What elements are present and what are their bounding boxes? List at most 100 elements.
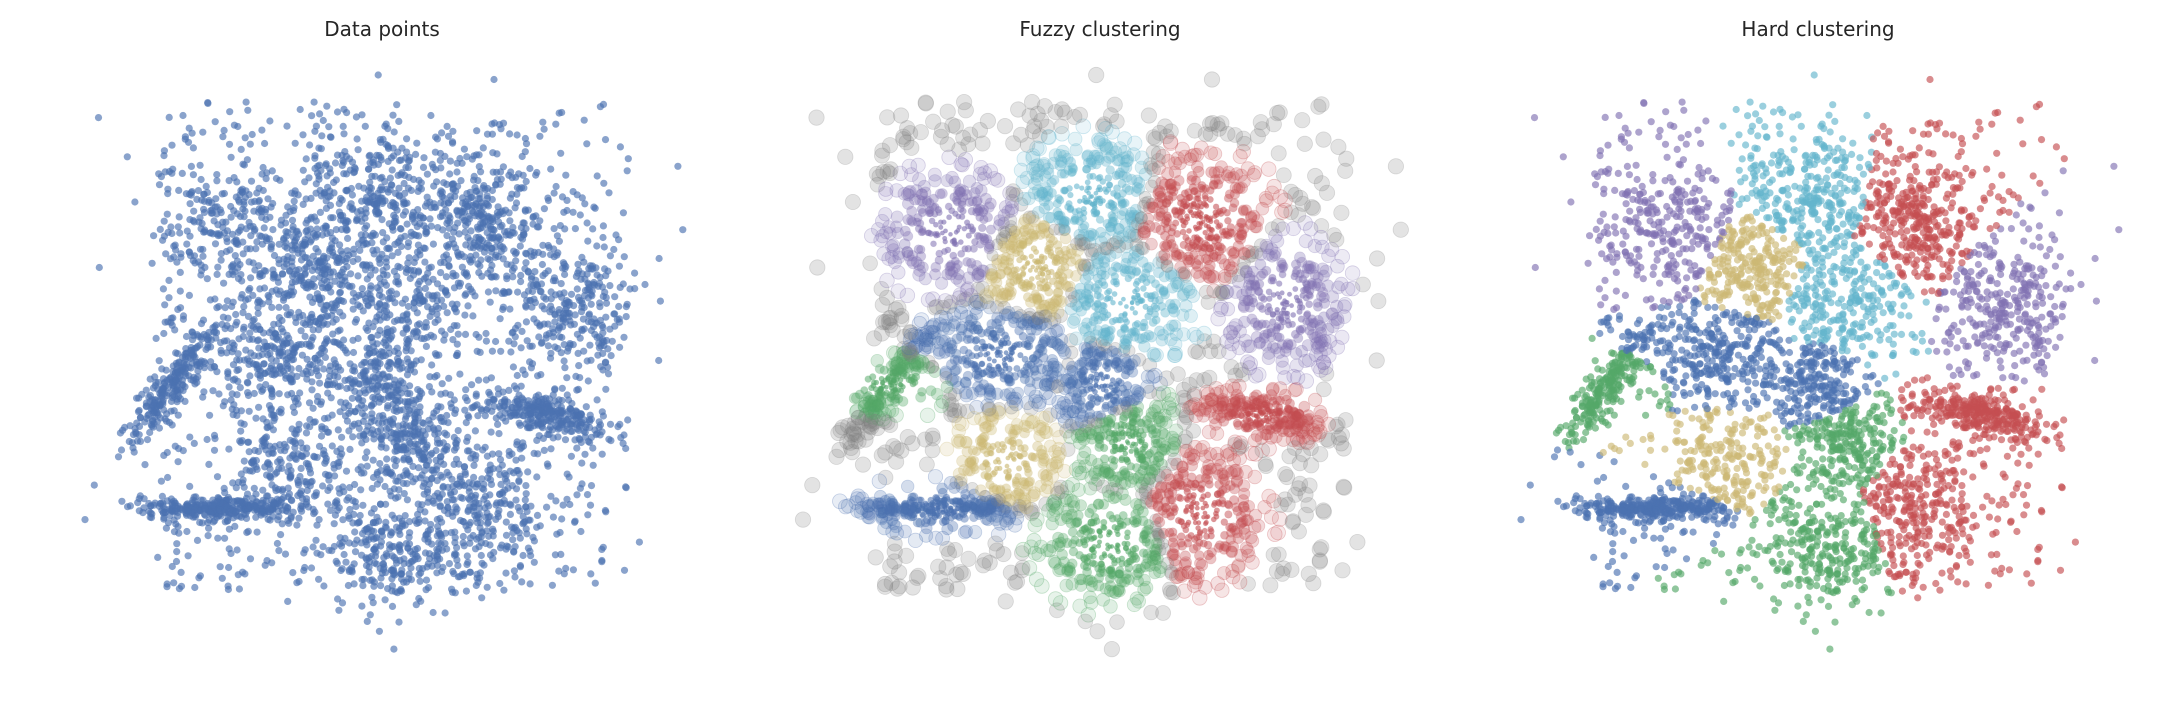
scatter-point [593,271,601,279]
scatter-point [329,214,337,222]
scatter-point [316,314,324,323]
scatter-point [299,370,307,378]
scatter-point [316,273,324,281]
scatter-point [204,336,212,344]
scatter-point [261,139,269,148]
scatter-point [318,344,326,353]
scatter-point [200,228,208,236]
scatter-point [604,363,612,371]
scatter-point [393,290,401,298]
scatter-point [381,596,389,604]
scatter-point [155,181,164,189]
scatter-point [532,212,540,220]
scatter-point [225,563,233,572]
scatter-point [150,501,158,509]
scatter-point [326,201,335,209]
scatter-point [311,152,319,160]
scatter-point [433,439,442,447]
scatter-point [244,438,253,446]
scatter-point [336,289,344,297]
scatter-point [176,287,184,295]
scatter-point [470,172,478,180]
scatter-point [185,248,193,256]
scatter-point [338,433,346,441]
scatter-point [359,370,367,378]
scatter-point [332,253,340,261]
scatter-point [601,136,610,144]
scatter-point [353,208,361,216]
scatter-point [412,254,420,262]
scatter-point [239,250,247,258]
scatter-point [498,243,507,251]
scatter-point [550,274,559,282]
scatter-point [288,216,297,224]
scatter-point [275,390,283,398]
scatter-point [595,418,603,426]
scatter-point [297,464,305,472]
scatter-point [196,214,204,222]
scatter-point [461,291,469,299]
scatter-point [522,259,530,267]
scatter-point [390,128,398,136]
scatter-point [598,545,606,554]
scatter-point [452,455,461,463]
scatter-point [368,239,376,247]
scatter-point [321,353,329,361]
scatter-point [165,294,173,302]
scatter-point [422,576,431,584]
scatter-point [502,569,510,577]
scatter-point [570,320,579,328]
scatter-point [94,114,103,122]
scatter-point [416,277,424,285]
scatter-point [354,272,362,280]
scatter-point [533,523,541,531]
scatter-point [555,322,563,330]
scatter-point [380,554,388,562]
scatter-point [392,386,400,394]
scatter-point [400,559,408,568]
scatter-point [521,496,529,504]
scatter-point [539,434,548,442]
scatter-point [261,439,269,447]
scatter-point [270,251,279,260]
scatter-point [450,396,458,404]
scatter-point [528,360,537,368]
scatter-point [468,381,476,389]
scatter-point [168,169,176,177]
scatter-point [476,348,484,356]
scatter-point [337,566,345,575]
scatter-point [499,163,507,171]
scatter-point [555,109,563,117]
scatter-point [164,190,172,198]
scatter-point [410,368,419,376]
scatter-point [129,431,138,439]
scatter-point [297,327,305,335]
scatter-point [525,400,533,408]
scatter-point [458,263,466,271]
scatter-point [526,164,534,173]
scatter-point [506,130,514,138]
scatter-point [613,316,621,324]
scatter-point [243,245,251,253]
scatter-point [296,105,304,114]
scatter-point [513,397,521,405]
scatter-point [361,214,369,222]
scatter-point [528,303,536,311]
scatter-point [545,401,553,409]
scatter-point [362,378,370,386]
scatter-point [555,237,564,245]
scatter-point [433,280,442,288]
scatter-point [397,570,405,578]
scatter-point [437,199,445,207]
scatter-point [241,134,249,142]
scatter-point [456,370,464,378]
scatter-point [587,415,595,423]
scatter-point [219,133,227,141]
scatter-point [511,573,519,581]
scatter-point [527,297,535,305]
scatter-point [227,325,235,333]
scatter-point [352,315,361,324]
scatter-point [438,380,446,388]
scatter-point [237,271,245,279]
scatter-point [474,480,482,488]
